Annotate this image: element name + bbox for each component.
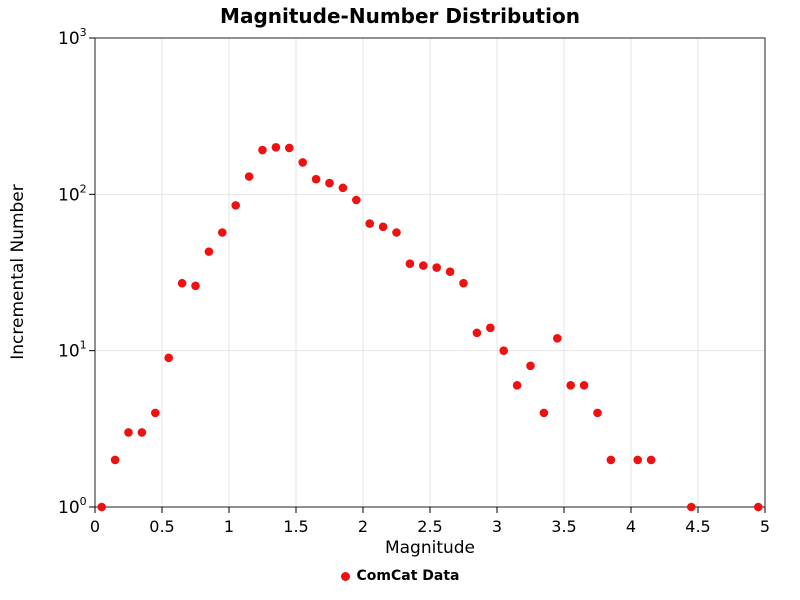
data-point xyxy=(459,278,468,288)
data-point xyxy=(405,259,415,268)
data-point xyxy=(633,455,642,465)
data-point xyxy=(151,408,160,418)
data-point xyxy=(499,346,509,355)
data-point xyxy=(392,228,401,237)
data-point xyxy=(137,428,147,437)
y-tick-label: 102 xyxy=(58,182,87,205)
legend-marker-icon xyxy=(340,571,350,581)
data-point xyxy=(285,143,294,153)
x-tick-label: 1 xyxy=(224,517,234,536)
data-point xyxy=(191,281,200,291)
data-point xyxy=(526,361,535,371)
data-point xyxy=(432,263,442,272)
data-point xyxy=(298,158,308,167)
data-point xyxy=(110,455,120,465)
data-point xyxy=(486,323,495,333)
data-point xyxy=(445,267,455,276)
data-point xyxy=(352,195,361,205)
legend: ComCat Data xyxy=(0,568,800,584)
x-tick-label: 3 xyxy=(492,517,502,536)
data-point xyxy=(258,145,267,155)
data-point xyxy=(754,502,763,512)
x-tick-label: 5 xyxy=(760,517,770,536)
data-point xyxy=(593,408,602,418)
x-tick-label: 4.5 xyxy=(685,517,710,536)
data-point xyxy=(218,228,227,237)
chart-title: Magnitude-Number Distribution xyxy=(220,4,580,28)
legend-label: ComCat Data xyxy=(356,568,460,584)
data-point xyxy=(325,178,334,188)
data-point xyxy=(419,261,428,270)
data-point xyxy=(646,455,656,465)
data-point xyxy=(311,174,321,184)
data-point xyxy=(124,428,133,437)
x-tick-label: 3.5 xyxy=(551,517,576,536)
data-point xyxy=(687,502,696,512)
x-tick-label: 0.5 xyxy=(149,517,174,536)
data-point xyxy=(472,328,482,338)
data-point xyxy=(177,278,187,288)
x-tick-label: 1.5 xyxy=(283,517,308,536)
x-axis-label: Magnitude xyxy=(384,538,476,558)
data-point xyxy=(553,333,562,343)
data-point xyxy=(271,142,281,152)
x-tick-label: 4 xyxy=(626,517,636,536)
x-tick-label: 2 xyxy=(358,517,368,536)
data-point xyxy=(378,222,388,232)
data-point xyxy=(539,408,549,418)
data-point xyxy=(566,381,575,390)
x-tick-label: 2.5 xyxy=(417,517,442,536)
y-tick-label: 100 xyxy=(58,495,87,518)
data-point xyxy=(97,502,106,512)
y-tick-label: 101 xyxy=(58,339,87,362)
data-point xyxy=(338,183,348,193)
data-point xyxy=(579,381,589,390)
data-point xyxy=(365,219,375,228)
x-tick-label: 0 xyxy=(90,517,100,536)
data-point xyxy=(164,353,173,363)
data-point xyxy=(204,247,214,256)
data-point xyxy=(244,172,254,181)
y-tick-label: 103 xyxy=(58,26,87,49)
data-point xyxy=(231,201,240,210)
data-point xyxy=(512,381,522,390)
data-point xyxy=(606,455,616,465)
